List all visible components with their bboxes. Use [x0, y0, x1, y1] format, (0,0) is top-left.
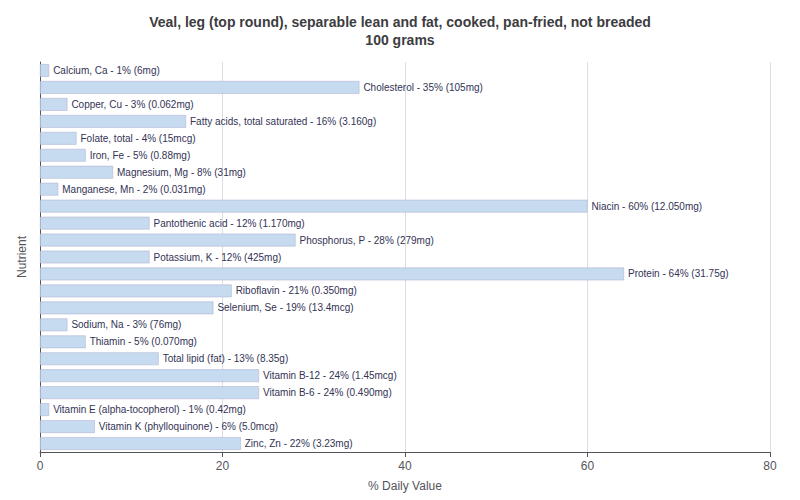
svg-text:Phosphorus, P - 28% (279mg): Phosphorus, P - 28% (279mg) [300, 235, 434, 246]
svg-text:Riboflavin - 21% (0.350mg): Riboflavin - 21% (0.350mg) [236, 285, 357, 296]
svg-text:40: 40 [398, 459, 412, 473]
svg-text:Veal, leg (top round), separab: Veal, leg (top round), separable lean an… [149, 14, 651, 30]
svg-text:Vitamin B-6 - 24% (0.490mg): Vitamin B-6 - 24% (0.490mg) [263, 387, 392, 398]
svg-text:Copper, Cu - 3% (0.062mg): Copper, Cu - 3% (0.062mg) [71, 99, 193, 110]
svg-text:Niacin - 60% (12.050mg): Niacin - 60% (12.050mg) [592, 201, 703, 212]
svg-text:Folate, total - 4% (15mcg): Folate, total - 4% (15mcg) [81, 133, 196, 144]
svg-text:Manganese, Mn - 2% (0.031mg): Manganese, Mn - 2% (0.031mg) [62, 184, 205, 195]
svg-text:Potassium, K - 12% (425mg): Potassium, K - 12% (425mg) [154, 252, 282, 263]
svg-text:Thiamin - 5% (0.070mg): Thiamin - 5% (0.070mg) [90, 336, 197, 347]
svg-text:Calcium, Ca - 1% (6mg): Calcium, Ca - 1% (6mg) [53, 65, 160, 76]
svg-text:Sodium, Na - 3% (76mg): Sodium, Na - 3% (76mg) [71, 319, 181, 330]
svg-text:Total lipid (fat) - 13% (8.35g: Total lipid (fat) - 13% (8.35g) [163, 353, 289, 364]
svg-text:Magnesium, Mg - 8% (31mg): Magnesium, Mg - 8% (31mg) [117, 167, 246, 178]
svg-text:Selenium, Se - 19% (13.4mcg): Selenium, Se - 19% (13.4mcg) [217, 302, 353, 313]
svg-text:Protein - 64% (31.75g): Protein - 64% (31.75g) [628, 268, 729, 279]
svg-text:Pantothenic acid - 12% (1.170m: Pantothenic acid - 12% (1.170mg) [154, 218, 305, 229]
svg-text:Cholesterol - 35% (105mg): Cholesterol - 35% (105mg) [363, 82, 483, 93]
svg-text:20: 20 [216, 459, 230, 473]
svg-text:Zinc, Zn - 22% (3.23mg): Zinc, Zn - 22% (3.23mg) [245, 438, 353, 449]
svg-text:100 grams: 100 grams [365, 32, 434, 48]
svg-text:% Daily Value: % Daily Value [368, 479, 442, 493]
svg-text:Fatty acids, total saturated -: Fatty acids, total saturated - 16% (3.16… [190, 116, 376, 127]
svg-text:Vitamin E (alpha-tocopherol) -: Vitamin E (alpha-tocopherol) - 1% (0.42m… [53, 404, 246, 415]
svg-text:Iron, Fe - 5% (0.88mg): Iron, Fe - 5% (0.88mg) [90, 150, 191, 161]
svg-text:80: 80 [763, 459, 777, 473]
svg-text:Vitamin B-12 - 24% (1.45mcg): Vitamin B-12 - 24% (1.45mcg) [263, 370, 397, 381]
svg-text:60: 60 [581, 459, 595, 473]
svg-text:0: 0 [37, 459, 44, 473]
svg-text:Nutrient: Nutrient [15, 235, 29, 278]
svg-text:Vitamin K (phylloquinone) - 6%: Vitamin K (phylloquinone) - 6% (5.0mcg) [99, 421, 278, 432]
